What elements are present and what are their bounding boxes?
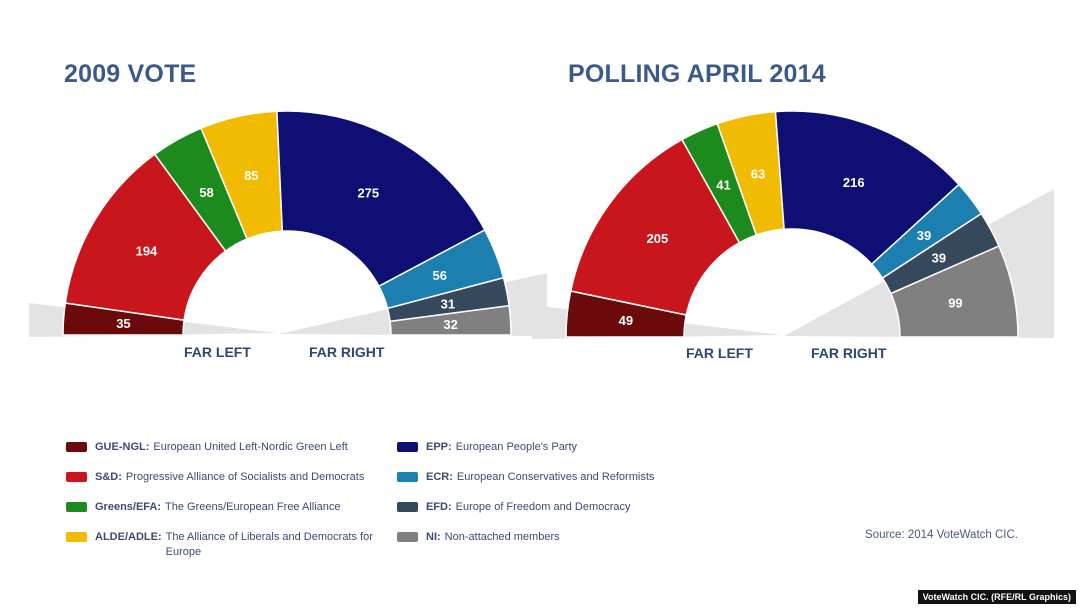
value-label: 85 (244, 168, 258, 183)
legend-swatch (397, 532, 418, 542)
value-label: 275 (357, 186, 379, 201)
segment-s-d (569, 138, 741, 316)
legend-swatch (397, 442, 418, 452)
legend-swatch (66, 442, 87, 452)
value-label: 41 (716, 178, 730, 193)
value-label: 63 (751, 166, 765, 181)
legend-desc: European Conservatives and Reformists (456, 471, 655, 483)
legend-item-ecr: ECR: European Conservatives and Reformist… (397, 470, 697, 485)
legend-desc: European United Left-Nordic Green Left (153, 441, 348, 453)
legend-item-gue-ngl: GUE-NGL: European United Left-Nordic Gree… (66, 440, 386, 455)
segment-ni (389, 304, 512, 336)
value-label: 31 (441, 296, 455, 311)
value-label: 35 (116, 316, 130, 331)
far-right-label-2009: FAR RIGHT (309, 344, 385, 360)
legend-abbr: NI: (426, 531, 441, 543)
segment-ni (889, 245, 1019, 338)
value-label: 49 (619, 313, 633, 328)
legend-desc: The Alliance of Liberals and Democrats f… (165, 531, 373, 558)
legend-swatch (66, 472, 87, 482)
legend-desc: European People's Party (455, 441, 578, 453)
legend-abbr: S&D: (95, 471, 122, 483)
chart-title-2014: POLLING APRIL 2014 (568, 60, 826, 88)
parliament-chart-0: 35 194 58 85 275 56 31 32 (29, 110, 547, 337)
legend-abbr: EPP: (426, 441, 452, 453)
segment-epp (276, 110, 486, 288)
value-label: 56 (432, 268, 446, 283)
legend-desc: Progressive Alliance of Socialists and D… (125, 471, 365, 483)
legend-swatch (397, 472, 418, 482)
value-label: 194 (136, 243, 158, 258)
value-label: 99 (948, 296, 962, 311)
graphics-credit: VoteWatch CIC. (RFE/RL Graphics) (917, 590, 1076, 604)
legend-item-alde-adle: ALDE/ADLE: The Alliance of Liberals and D… (66, 530, 386, 560)
chart-title-2009: 2009 VOTE (64, 60, 197, 88)
legend-swatch (66, 502, 87, 512)
far-left-label-2014: FAR LEFT (686, 345, 753, 361)
segment-s-d (64, 153, 227, 321)
value-label: 58 (199, 185, 213, 200)
legend-abbr: EFD: (426, 501, 452, 513)
far-right-label-2014: FAR RIGHT (811, 345, 887, 361)
legend-item-ni: NI: Non-attached members (397, 530, 697, 545)
legend-swatch (66, 532, 87, 542)
value-label: 216 (843, 175, 865, 190)
legend-item-efd: EFD: Europe of Freedom and Democracy (397, 500, 697, 515)
legend-desc: The Greens/European Free Alliance (165, 501, 341, 513)
legend-desc: Europe of Freedom and Democracy (455, 501, 631, 513)
value-label: 39 (917, 228, 931, 243)
legend-abbr: GUE-NGL: (95, 441, 150, 453)
legend-desc: Non-attached members (444, 531, 560, 543)
value-label: 205 (647, 231, 669, 246)
legend-abbr: Greens/EFA: (95, 501, 162, 513)
source-note: Source: 2014 VoteWatch CIC. (865, 529, 1018, 541)
value-label: 39 (932, 251, 946, 266)
legend-abbr: ALDE/ADLE: (95, 531, 162, 543)
far-left-label-2009: FAR LEFT (184, 344, 251, 360)
value-label: 32 (443, 317, 457, 332)
legend-abbr: ECR: (426, 471, 453, 483)
legend-item-greens-efa: Greens/EFA: The Greens/European Free Alli… (66, 500, 386, 515)
legend-item-epp: EPP: European People's Party (397, 440, 697, 455)
legend-item-sd: S&D: Progressive Alliance of Socialists a… (66, 470, 396, 485)
legend-swatch (397, 502, 418, 512)
